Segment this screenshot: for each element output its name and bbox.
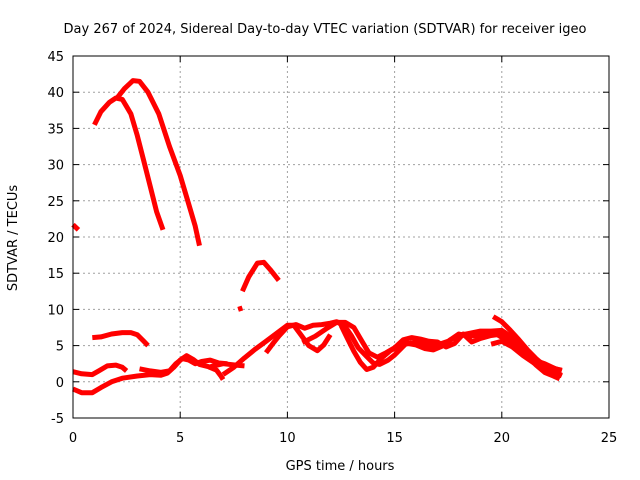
y-tick-label: 30 xyxy=(47,159,64,174)
y-tick-label: -5 xyxy=(51,412,64,427)
grid xyxy=(73,56,609,418)
series-arc-c xyxy=(113,78,202,247)
series-arc-e xyxy=(240,259,281,293)
series-arc-a xyxy=(71,222,81,232)
series-arc-b xyxy=(92,95,166,231)
series-arc-h xyxy=(72,362,129,378)
x-tick-label: 10 xyxy=(279,431,296,446)
series-arc-k xyxy=(207,361,245,370)
x-tick-label: 25 xyxy=(601,431,618,446)
y-tick-label: 20 xyxy=(47,231,64,246)
series-arc-n xyxy=(338,324,561,382)
series-arc-f xyxy=(92,330,150,348)
y-tick-label: 0 xyxy=(56,376,64,391)
series-layer xyxy=(71,78,563,396)
x-tick-label: 0 xyxy=(69,431,77,446)
y-tick-label: 5 xyxy=(56,340,64,355)
y-axis-label: SDTVAR / TECUs xyxy=(6,185,21,292)
ticks: 0 5 10 15 20 25 -5 0 5 10 15 20 25 30 35 40 45 xyxy=(47,50,617,446)
y-tick-label: 10 xyxy=(47,303,64,318)
series-arc-i xyxy=(139,356,228,375)
y-tick-label: 45 xyxy=(47,50,64,65)
y-tick-label: 40 xyxy=(47,86,64,101)
series-arc-p xyxy=(490,338,563,379)
x-tick-label: 5 xyxy=(176,431,184,446)
x-tick-label: 20 xyxy=(494,431,511,446)
y-tick-label: 35 xyxy=(47,122,64,137)
x-tick-label: 15 xyxy=(386,431,403,446)
series-arc-d xyxy=(237,305,244,312)
x-axis-label: GPS time / hours xyxy=(286,459,395,474)
y-tick-label: 25 xyxy=(47,195,64,210)
chart-title: Day 267 of 2024, Sidereal Day-to-day VTE… xyxy=(64,22,587,37)
y-tick-label: 15 xyxy=(47,267,64,282)
